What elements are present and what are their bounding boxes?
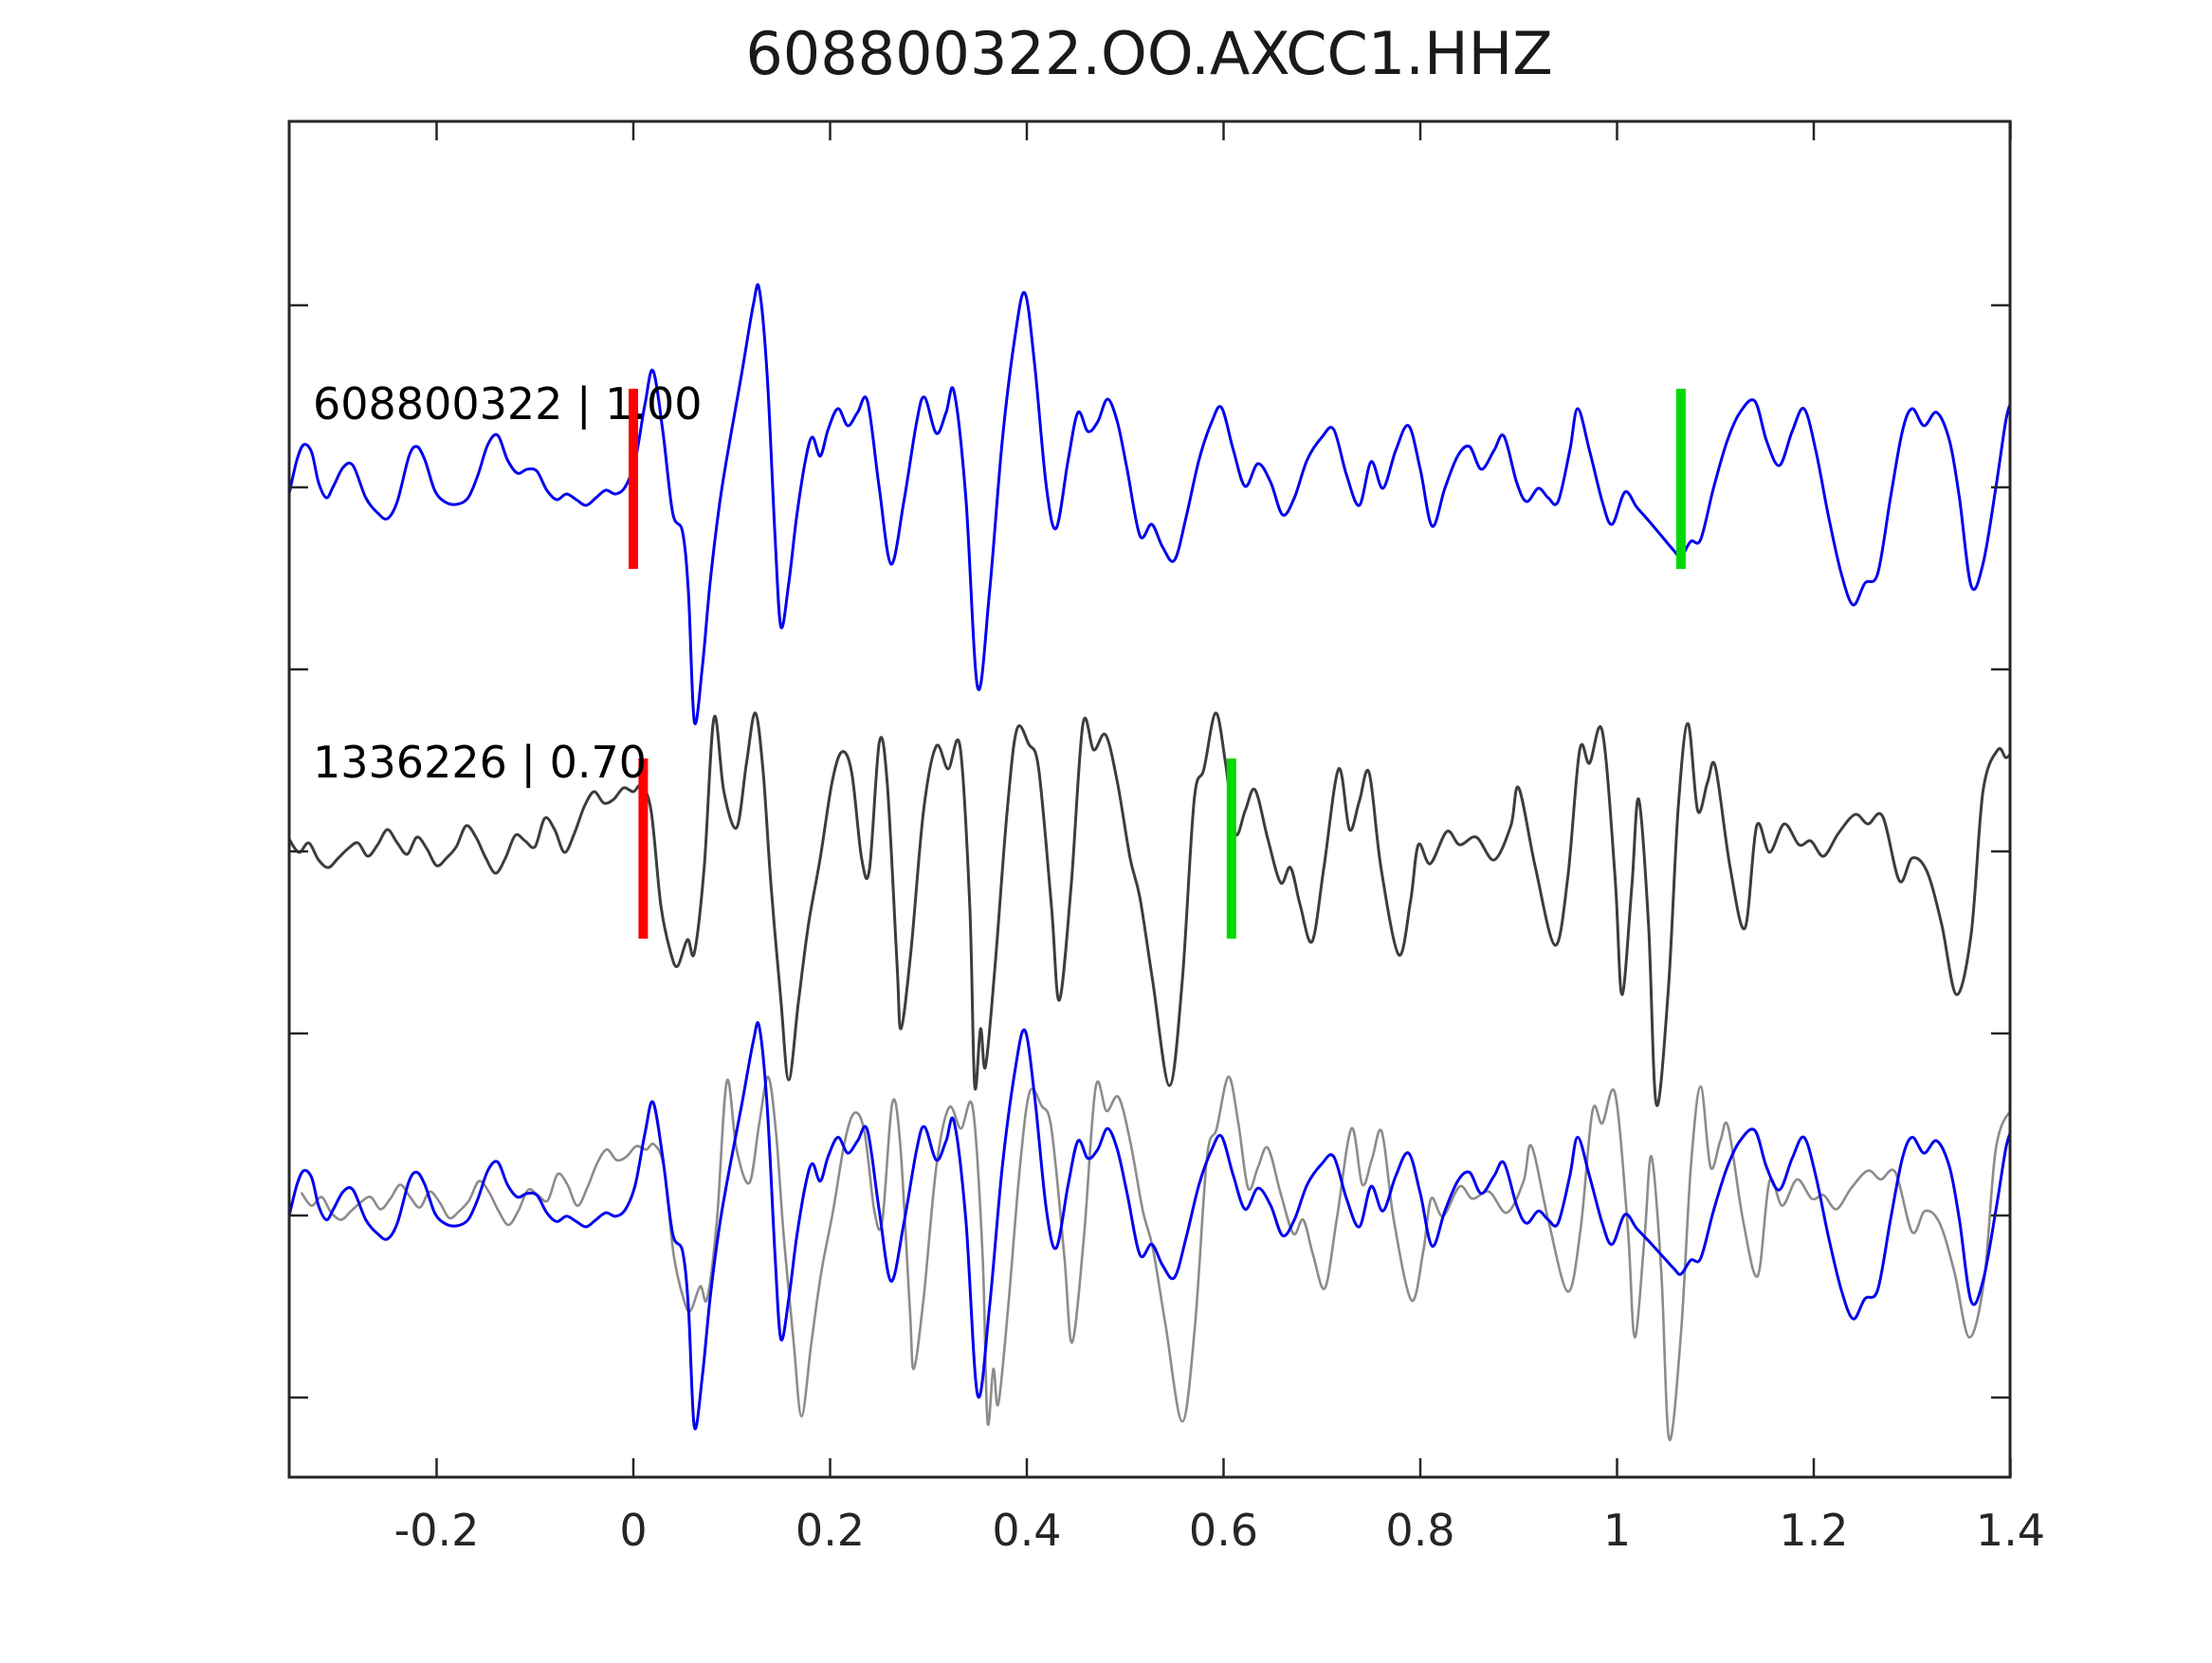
- waveform-detection: [289, 283, 2010, 725]
- x-tick-label: 1.2: [1779, 1505, 1848, 1556]
- x-tick-label: 0: [619, 1505, 647, 1556]
- x-tick-label: 1.4: [1976, 1505, 2045, 1556]
- plot-border: [287, 119, 2012, 1479]
- x-tick-label: -0.2: [394, 1505, 480, 1556]
- pick-marker-green-template: [1226, 758, 1236, 939]
- x-tick-label: 0.2: [795, 1505, 865, 1556]
- x-axis-tick-labels: -0.2 0 0.2 0.4 0.6 0.8 1 1.2 1.4: [394, 1505, 2045, 1556]
- waveform-overlay-template: [301, 1075, 2010, 1442]
- x-tick-label: 1: [1603, 1505, 1631, 1556]
- x-tick-label: 0.8: [1385, 1505, 1454, 1556]
- chart-title: 608800322.OO.AXCC1.HHZ: [745, 19, 1552, 88]
- trace-label-detection: 608800322 | 1.00: [313, 378, 703, 430]
- waveform-overlay-detection: [289, 1021, 2010, 1431]
- plot-area: [287, 119, 2012, 1479]
- x-tick-label: 0.4: [992, 1505, 1061, 1556]
- x-tick-label: 0.6: [1189, 1505, 1258, 1556]
- pick-marker-red-template: [638, 758, 649, 939]
- waveform-template: [289, 711, 2010, 1107]
- pick-marker-red-detection: [629, 389, 638, 569]
- trace-label-template: 1336226 | 0.70: [313, 737, 647, 789]
- pick-marker-green-detection: [1675, 389, 1686, 569]
